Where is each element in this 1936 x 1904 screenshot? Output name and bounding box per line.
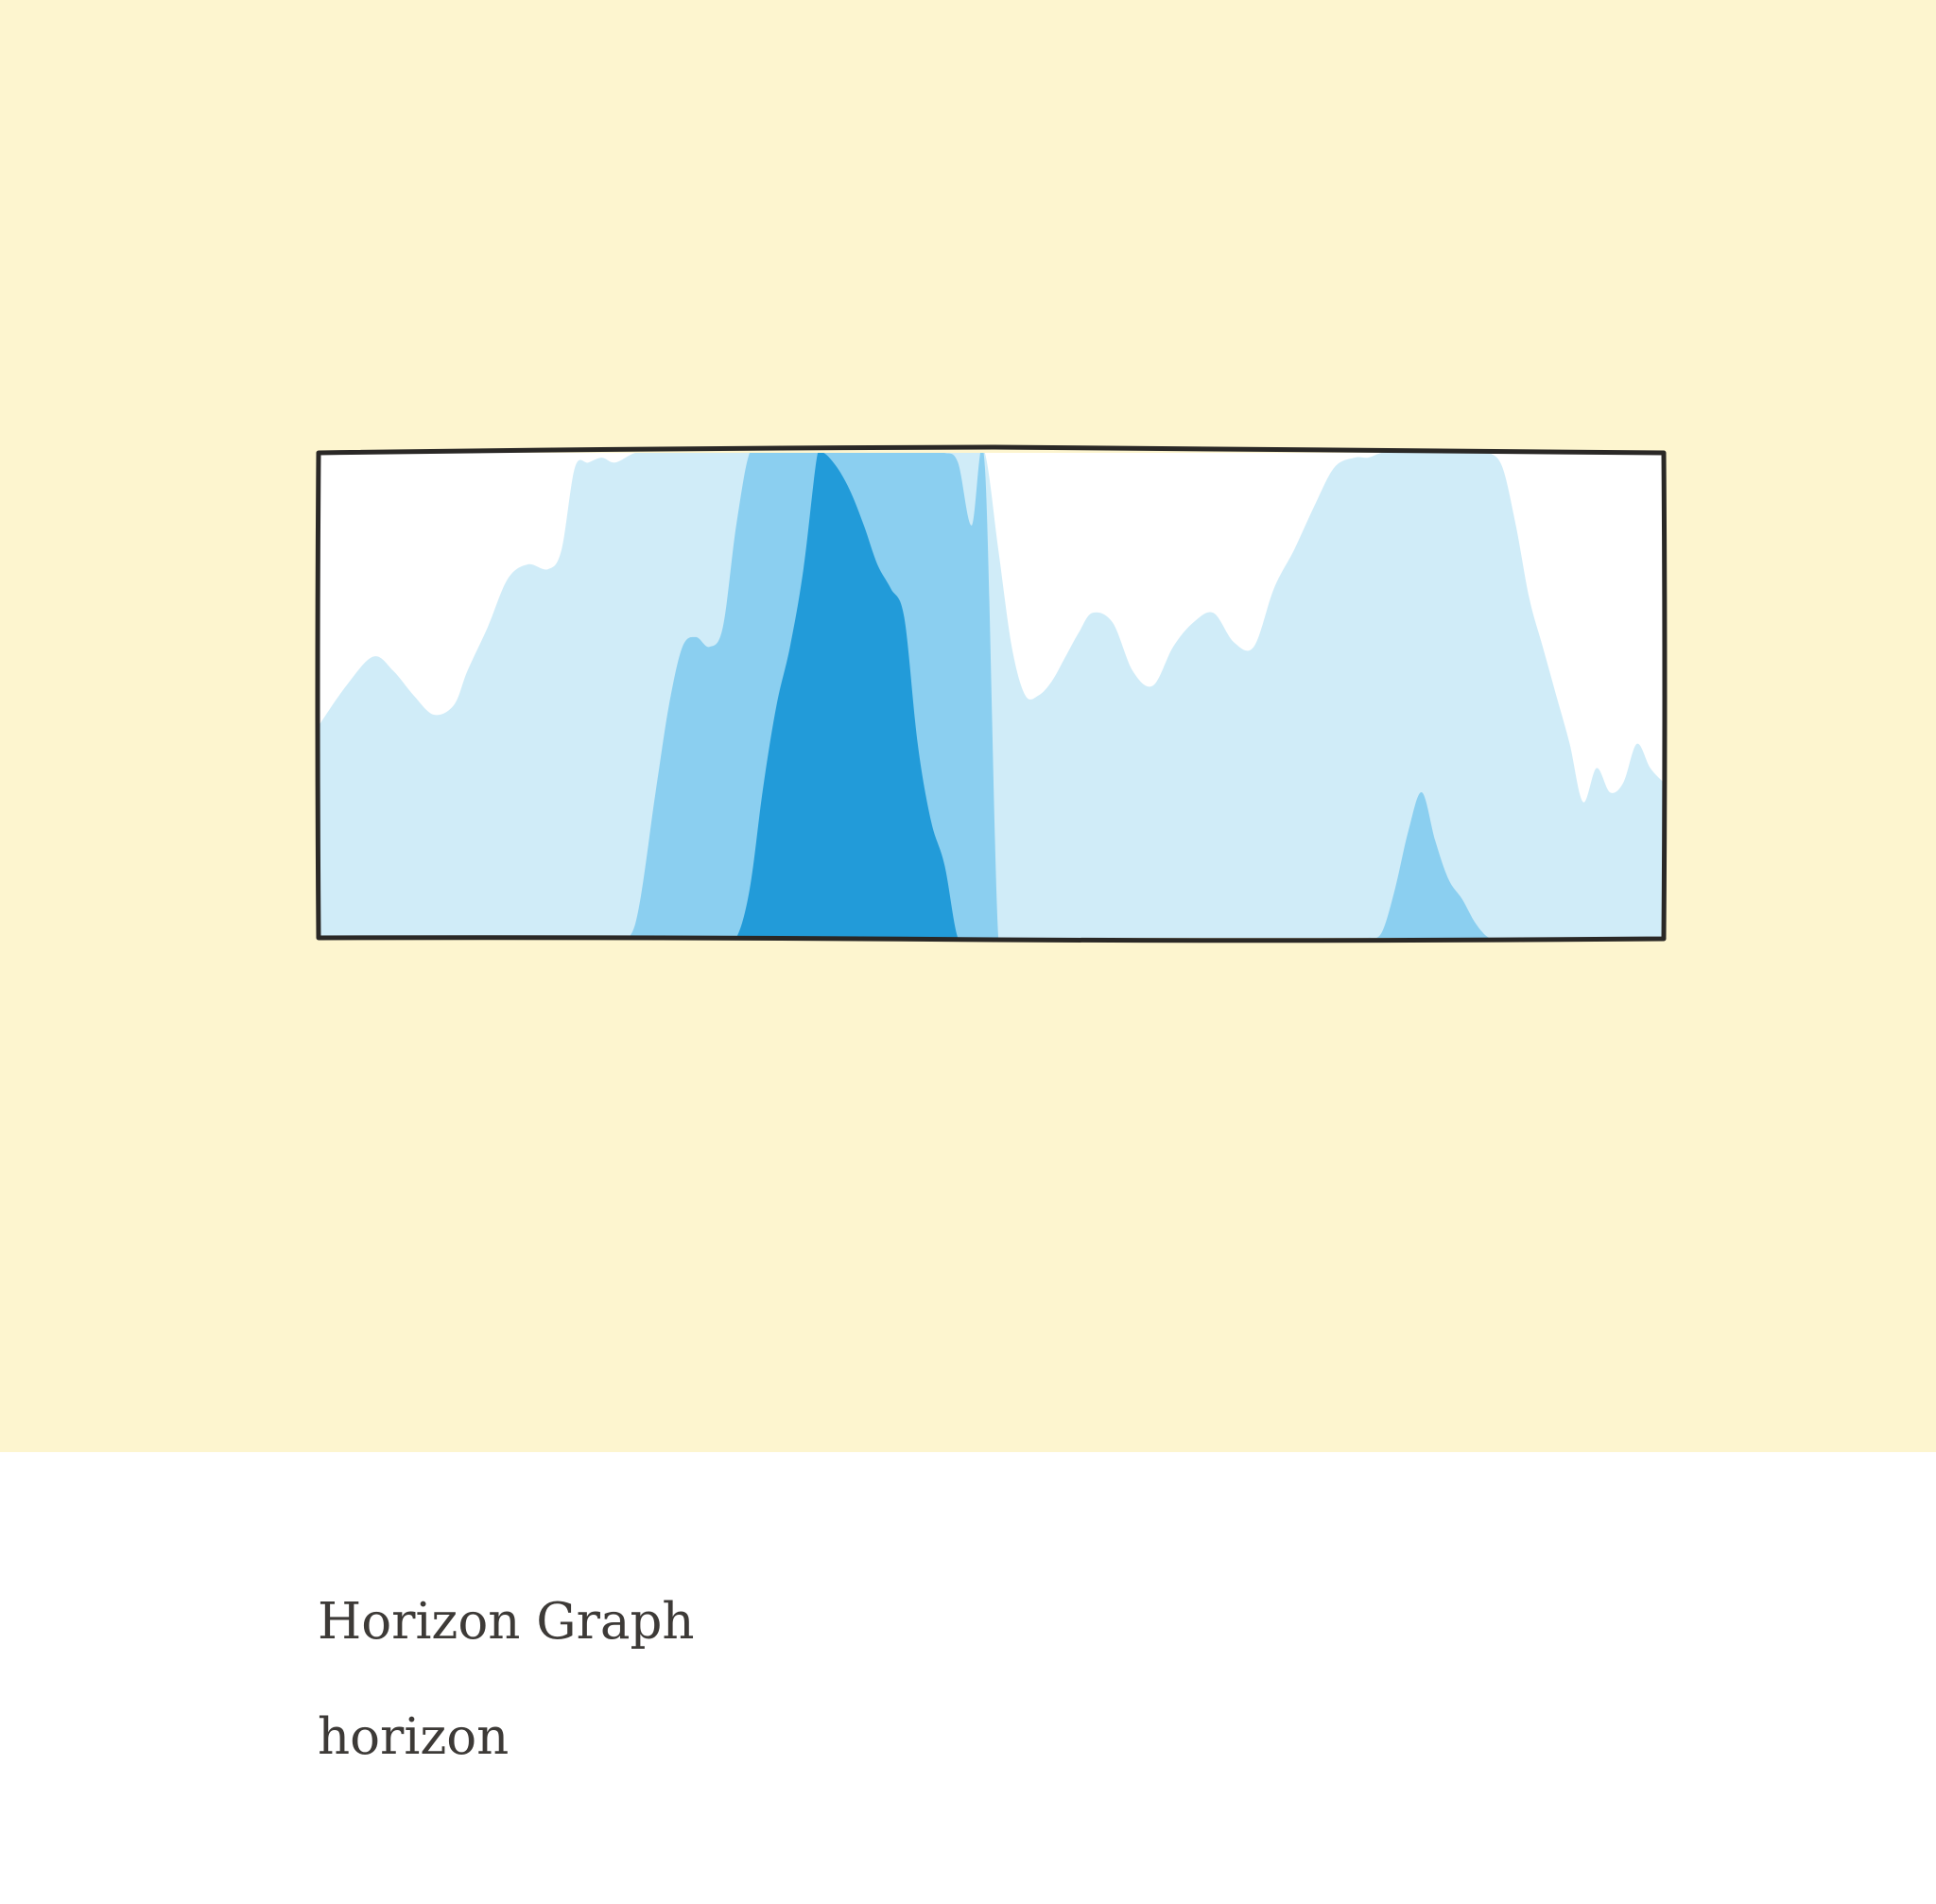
chart-subtitle: horizon xyxy=(318,1708,510,1766)
horizon-band-2 xyxy=(320,453,1664,938)
horizon-chart xyxy=(315,444,1668,943)
chart-title: Horizon Graph xyxy=(318,1593,695,1651)
plot-frame xyxy=(315,444,1668,943)
chart-panel xyxy=(0,0,1936,1452)
